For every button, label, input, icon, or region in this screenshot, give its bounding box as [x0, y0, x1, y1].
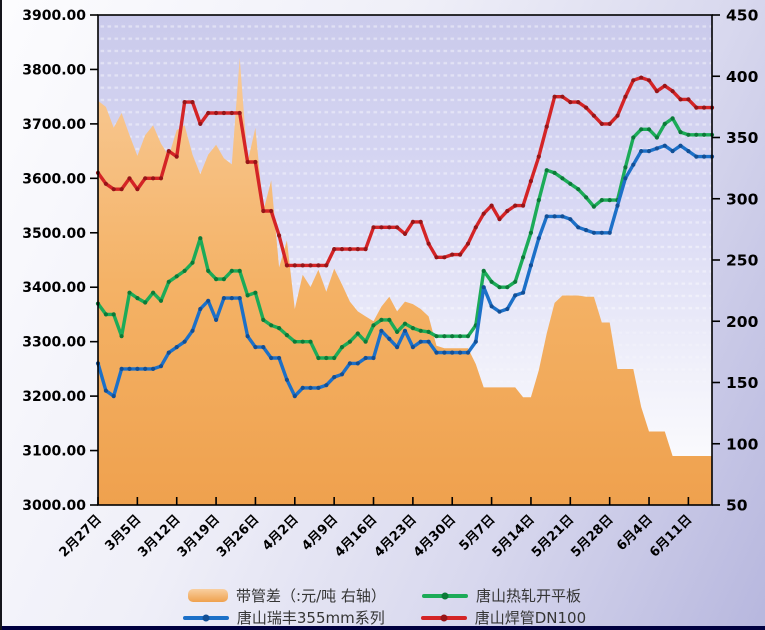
left-axis-label: 3700.00 [22, 117, 86, 133]
green-line-swatch-icon [421, 592, 468, 599]
left-axis-label: 3500.00 [22, 226, 86, 242]
x-axis-label: 3月19日 [175, 512, 223, 560]
left-axis-label: 3400.00 [22, 280, 86, 296]
series-line-1 [95, 143, 715, 399]
window-bottom-edge [2, 626, 765, 630]
series-line-0 [95, 116, 715, 361]
area-swatch-icon [188, 589, 229, 602]
legend-item-spread: 带管差（:元/吨 右轴） [188, 585, 386, 606]
x-axis-label: 5月14日 [490, 512, 538, 560]
x-axis-label: 5月21日 [529, 512, 577, 560]
right-axis-label: 300 [726, 190, 759, 208]
chart-legend: 带管差（:元/吨 右轴） 唐山热轧开平板 唐山瑞丰355mm系列 唐山焊管DN1… [2, 585, 765, 628]
legend-label-hot-rolled: 唐山热轧开平板 [475, 587, 581, 605]
blue-line-swatch-icon [182, 614, 229, 621]
x-axis-label: 4月2日 [260, 512, 302, 554]
x-axis-label: 4月16日 [332, 512, 380, 560]
series-area-spread [98, 57, 712, 506]
legend-item-ruifeng: 唐山瑞丰355mm系列 [182, 607, 385, 628]
left-axis-label: 3200.00 [22, 389, 86, 405]
right-axis-label: 250 [726, 252, 759, 270]
right-axis-label: 450 [726, 7, 759, 25]
legend-item-welded-pipe: 唐山焊管DN100 [420, 607, 587, 628]
left-axis-label: 3300.00 [22, 335, 86, 351]
x-axis-label: 6月11日 [647, 512, 695, 560]
left-axis-label: 3000.00 [22, 498, 86, 514]
legend-item-hot-rolled: 唐山热轧开平板 [421, 585, 581, 606]
right-axis-label: 350 [726, 129, 759, 147]
legend-label-spread: 带管差（:元/吨 右轴） [236, 587, 386, 605]
x-axis-label: 3月12日 [135, 512, 183, 560]
left-axis-label: 3100.00 [22, 444, 86, 460]
left-axis-label: 3800.00 [22, 62, 86, 78]
x-axis-label: 3月26日 [214, 512, 262, 560]
left-axis-label: 3600.00 [22, 171, 86, 187]
right-axis-label: 200 [726, 313, 759, 331]
x-axis-label: 2月27日 [57, 512, 105, 560]
legend-row-1: 带管差（:元/吨 右轴） 唐山热轧开平板 [188, 585, 581, 606]
left-axis-label: 3900.00 [22, 8, 86, 24]
x-axis-label: 4月30日 [411, 512, 459, 560]
x-axis-label: 4月23日 [372, 512, 420, 560]
right-axis-label: 150 [726, 374, 759, 392]
legend-label-welded-pipe: 唐山焊管DN100 [474, 609, 587, 627]
right-axis-label: 50 [726, 497, 748, 515]
red-line-swatch-icon [420, 614, 467, 621]
right-axis-label: 400 [726, 68, 759, 86]
right-axis-label: 100 [726, 435, 759, 453]
legend-row-2: 唐山瑞丰355mm系列 唐山焊管DN100 [182, 607, 587, 628]
series-line-2 [95, 75, 715, 268]
legend-label-ruifeng: 唐山瑞丰355mm系列 [236, 609, 385, 627]
x-axis-label: 5月28日 [568, 512, 616, 560]
